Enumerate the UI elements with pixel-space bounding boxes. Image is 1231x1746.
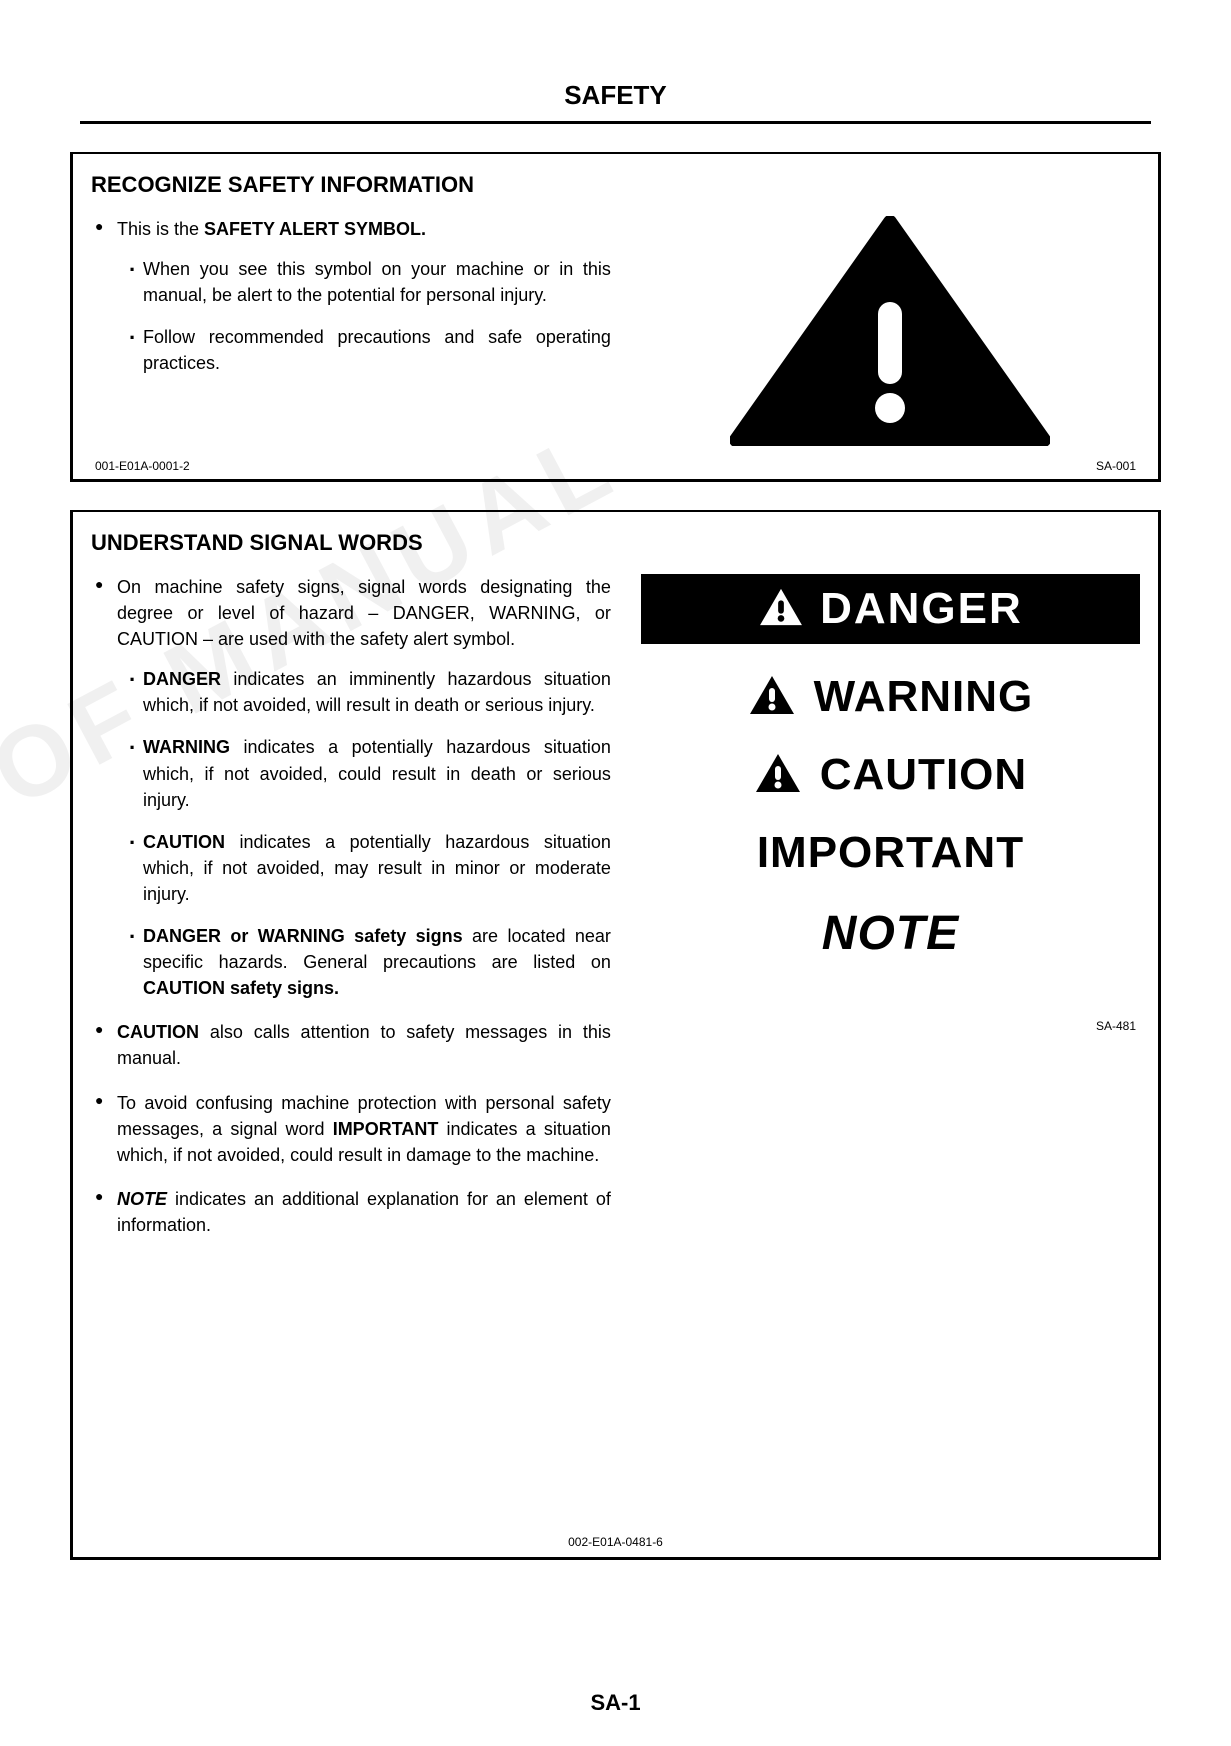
bullet4-text: indicates an additional explanation for … xyxy=(117,1189,611,1235)
section2-sub-warning: WARNING indicates a potentially hazardou… xyxy=(129,734,611,812)
caution-word: CAUTION xyxy=(820,750,1027,800)
bullet2-bold: CAUTION xyxy=(117,1022,199,1042)
section-recognize-safety: RECOGNIZE SAFETY INFORMATION This is the… xyxy=(70,152,1161,482)
sub-caution-bold: CAUTION xyxy=(143,832,225,852)
warning-line: WARNING xyxy=(748,672,1034,722)
section2-figure: DANGER WARNING CAUTION IMPORTANT NOTE SA… xyxy=(641,574,1140,1256)
section1-ref-right: SA-001 xyxy=(1096,459,1136,473)
important-word: IMPORTANT xyxy=(757,828,1024,878)
bullet3-bold: IMPORTANT xyxy=(333,1119,439,1139)
section1-bullet1-bold: SAFETY ALERT SYMBOL. xyxy=(204,219,426,239)
section2-text: On machine safety signs, signal words de… xyxy=(91,574,611,1256)
page-title: SAFETY xyxy=(80,80,1151,124)
bullet4-bold: NOTE xyxy=(117,1189,167,1209)
important-line: IMPORTANT xyxy=(757,828,1024,878)
danger-word: DANGER xyxy=(820,584,1023,634)
note-line: NOTE xyxy=(822,906,959,961)
section1-text: This is the SAFETY ALERT SYMBOL. When yo… xyxy=(91,216,611,451)
section1-ref-left: 001-E01A-0001-2 xyxy=(95,459,190,473)
section1-bullet1-prefix: This is the xyxy=(117,219,204,239)
section1-figure xyxy=(641,216,1140,451)
sub-danger-bold: DANGER xyxy=(143,669,221,689)
section2-heading: UNDERSTAND SIGNAL WORDS xyxy=(91,530,1140,556)
section2-bullet1-text: On machine safety signs, signal words de… xyxy=(117,577,611,649)
note-word: NOTE xyxy=(822,906,959,961)
section2-sub-danger: DANGER indicates an imminently hazardous… xyxy=(129,666,611,718)
section1-bullet1: This is the SAFETY ALERT SYMBOL. When yo… xyxy=(95,216,611,376)
danger-triangle-icon xyxy=(758,587,804,632)
caution-line: CAUTION xyxy=(754,750,1027,800)
section2-ref-left: 002-E01A-0481-6 xyxy=(568,1535,663,1549)
section2-sub-dw: DANGER or WARNING safety signs are locat… xyxy=(129,923,611,1001)
danger-bar: DANGER xyxy=(641,574,1140,644)
section2-bullet3: To avoid confusing machine protection wi… xyxy=(95,1090,611,1168)
section1-heading: RECOGNIZE SAFETY INFORMATION xyxy=(91,172,1140,198)
sub-warning-bold: WARNING xyxy=(143,737,230,757)
warning-word: WARNING xyxy=(814,672,1034,722)
safety-alert-triangle-icon xyxy=(730,216,1050,451)
section2-bullet2: CAUTION also calls attention to safety m… xyxy=(95,1019,611,1071)
section2-bullet4: NOTE indicates an additional explanation… xyxy=(95,1186,611,1238)
section2-bullet1: On machine safety signs, signal words de… xyxy=(95,574,611,1001)
sub-dw-bold: DANGER or WARNING safety signs xyxy=(143,926,463,946)
section2-ref-right: SA-481 xyxy=(1096,1019,1136,1033)
caution-triangle-icon xyxy=(754,752,802,799)
section1-sub1: When you see this symbol on your machine… xyxy=(129,256,611,308)
section2-sub-caution: CAUTION indicates a potentially hazardou… xyxy=(129,829,611,907)
section-understand-signal-words: UNDERSTAND SIGNAL WORDS On machine safet… xyxy=(70,510,1161,1560)
sub-dw-bold2: CAUTION safety signs. xyxy=(143,978,339,998)
section1-sub2: Follow recommended precautions and safe … xyxy=(129,324,611,376)
warning-triangle-icon xyxy=(748,674,796,721)
page-number: SA-1 xyxy=(0,1690,1231,1716)
